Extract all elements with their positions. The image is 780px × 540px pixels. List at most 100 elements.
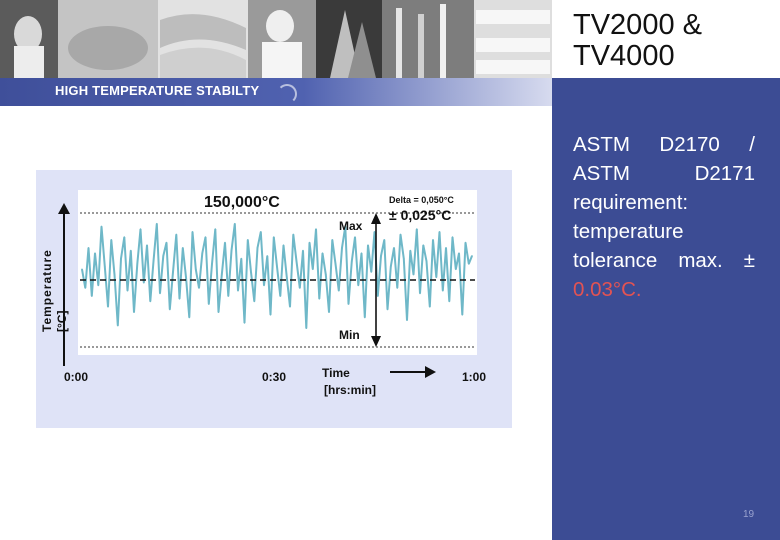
data-point [412,273,415,276]
chart-title: 150,000°C [204,194,280,211]
data-point [442,289,444,292]
data-point [221,273,223,276]
data-point [107,306,109,308]
right-panel [552,0,780,540]
data-point [432,239,434,241]
data-point [117,324,119,327]
delta-arrow-down-icon [371,336,381,347]
data-point [104,265,106,268]
data-point [247,239,249,241]
data-point [123,236,126,238]
data-point [211,263,213,265]
slide-title: TV2000 & TV4000 [573,9,702,72]
data-point [429,306,431,308]
data-point [325,273,327,276]
data-point [409,249,412,252]
data-point [390,265,392,268]
data-point [188,316,191,319]
data-point [253,300,256,303]
requirement-main: ASTM D2170 / ASTM D2171 requirement: tem… [573,133,755,272]
data-point [120,257,122,260]
data-point [243,322,246,324]
data-point [380,255,382,257]
data-point [169,308,171,311]
series-group [81,222,473,330]
data-point [292,233,295,236]
data-point [113,273,116,276]
data-point [458,252,460,254]
data-point [198,287,200,289]
data-point [393,247,395,249]
data-point [295,260,298,263]
data-point [162,255,165,257]
lab-photo-collage [0,0,552,78]
data-point [152,260,155,263]
requirement-text: ASTM D2170 / ASTM D2171 requirement: tem… [573,130,755,304]
data-point [204,236,207,238]
data-point [308,241,311,244]
data-point [334,263,337,265]
x-axis-label: Time [322,366,350,380]
y-axis-label: Temperature [40,249,54,332]
data-point [367,244,369,246]
data-point [357,284,360,287]
data-point [370,271,373,273]
data-point [347,303,350,305]
data-point [302,249,304,252]
data-point [195,268,197,271]
max-label: Max [339,219,363,233]
data-point [360,252,363,254]
data-point [214,228,217,230]
x-tick-label: 0:00 [64,370,88,384]
slide-subtitle: HIGH TEMPERATURE STABILTY [55,83,260,98]
data-point [227,295,230,297]
data-point [276,265,278,268]
delta-annotation: Delta = 0,050°C [389,195,454,205]
data-point [87,247,90,249]
data-point [461,314,464,316]
x-tick-label: 1:00 [462,370,486,384]
data-point [139,228,142,230]
data-point [237,289,239,292]
data-point [416,228,418,230]
data-point [130,249,132,252]
data-point [269,314,272,316]
data-point [81,268,83,271]
data-point [185,276,187,279]
data-point [282,244,285,246]
data-point [266,255,269,257]
min-label: Min [339,328,360,342]
data-point [97,284,100,287]
data-point [331,239,334,241]
data-point [344,225,347,228]
data-point [182,247,184,249]
data-point [250,271,252,273]
data-point [396,287,399,289]
data-point [94,252,96,254]
data-point [256,247,259,249]
data-point [172,271,174,273]
data-point [273,236,275,238]
page-number: 19 [743,509,755,520]
data-point [91,295,93,297]
data-point [230,249,233,252]
data-point [438,231,441,233]
data-point [464,241,467,244]
data-point [191,231,194,233]
data-point [289,306,291,308]
data-point [149,300,152,303]
data-point [341,247,343,249]
data-point [338,289,340,292]
data-point [448,300,451,303]
data-point [178,298,181,300]
title-box [552,0,780,78]
data-point [354,236,356,238]
data-point [175,233,178,236]
data-point [383,239,386,241]
data-point [321,252,324,254]
data-point [240,257,243,260]
data-point [386,308,389,311]
data-point [471,255,473,257]
data-point [279,295,282,297]
